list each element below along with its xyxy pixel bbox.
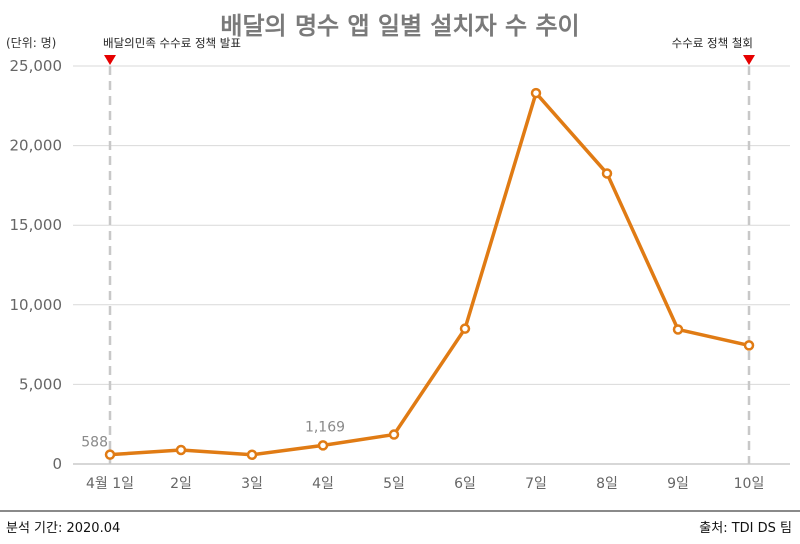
footer-source: 출처: TDI DS 팀	[699, 521, 792, 536]
data-point	[530, 87, 542, 99]
x-tick-label: 8일	[596, 476, 618, 492]
unit-label: (단위: 명)	[6, 36, 56, 50]
event-layer: 배달의민족 수수료 정책 발표 수수료 정책 철회	[103, 36, 755, 464]
x-tick-label: 6일	[454, 476, 476, 492]
event-label: 배달의민족 수수료 정책 발표	[103, 36, 241, 50]
data-point	[246, 449, 258, 461]
y-tick-label: 5,000	[19, 375, 62, 393]
data-point	[601, 168, 613, 179]
y-tick-label: 25,000	[10, 57, 63, 75]
event-marker-triangle	[104, 55, 116, 65]
footer-period: 분석 기간: 2020.04	[6, 521, 120, 536]
data-point	[317, 440, 329, 451]
x-tick-label: 4일	[312, 476, 334, 492]
series-layer	[104, 87, 755, 461]
series-line	[108, 91, 751, 457]
event-label: 수수료 정책 철회	[672, 36, 753, 50]
y-tick-label: 10,000	[10, 296, 63, 314]
data-point	[743, 340, 755, 351]
x-tick-label: 9일	[667, 476, 689, 492]
data-point	[104, 449, 116, 460]
x-tick-label: 7일	[525, 476, 547, 492]
data-point	[175, 444, 187, 456]
data-point	[388, 429, 400, 440]
data-label: 1,169	[305, 419, 345, 435]
y-tick-label: 20,000	[10, 137, 63, 155]
grid-layer: 0 5,000 10,000 15,000 20,000 25,000 4월 1일 2일 3일 4…	[10, 57, 790, 492]
label-layer: 588 1,169	[81, 419, 345, 450]
x-tick-label: 10일	[734, 476, 765, 492]
data-point	[459, 323, 471, 334]
chart-title: 배달의 명수 앱 일별 설치자 수 추이	[220, 12, 579, 40]
data-point	[672, 324, 684, 335]
x-tick-label: 5일	[383, 476, 405, 492]
event-marker-triangle	[743, 55, 755, 65]
x-tick-label: 3일	[241, 476, 263, 492]
x-tick-label: 2일	[170, 476, 192, 492]
y-tick-label: 15,000	[10, 216, 63, 234]
x-tick-label: 4월 1일	[86, 476, 134, 492]
data-label: 588	[81, 435, 108, 451]
y-tick-label: 0	[52, 455, 62, 473]
